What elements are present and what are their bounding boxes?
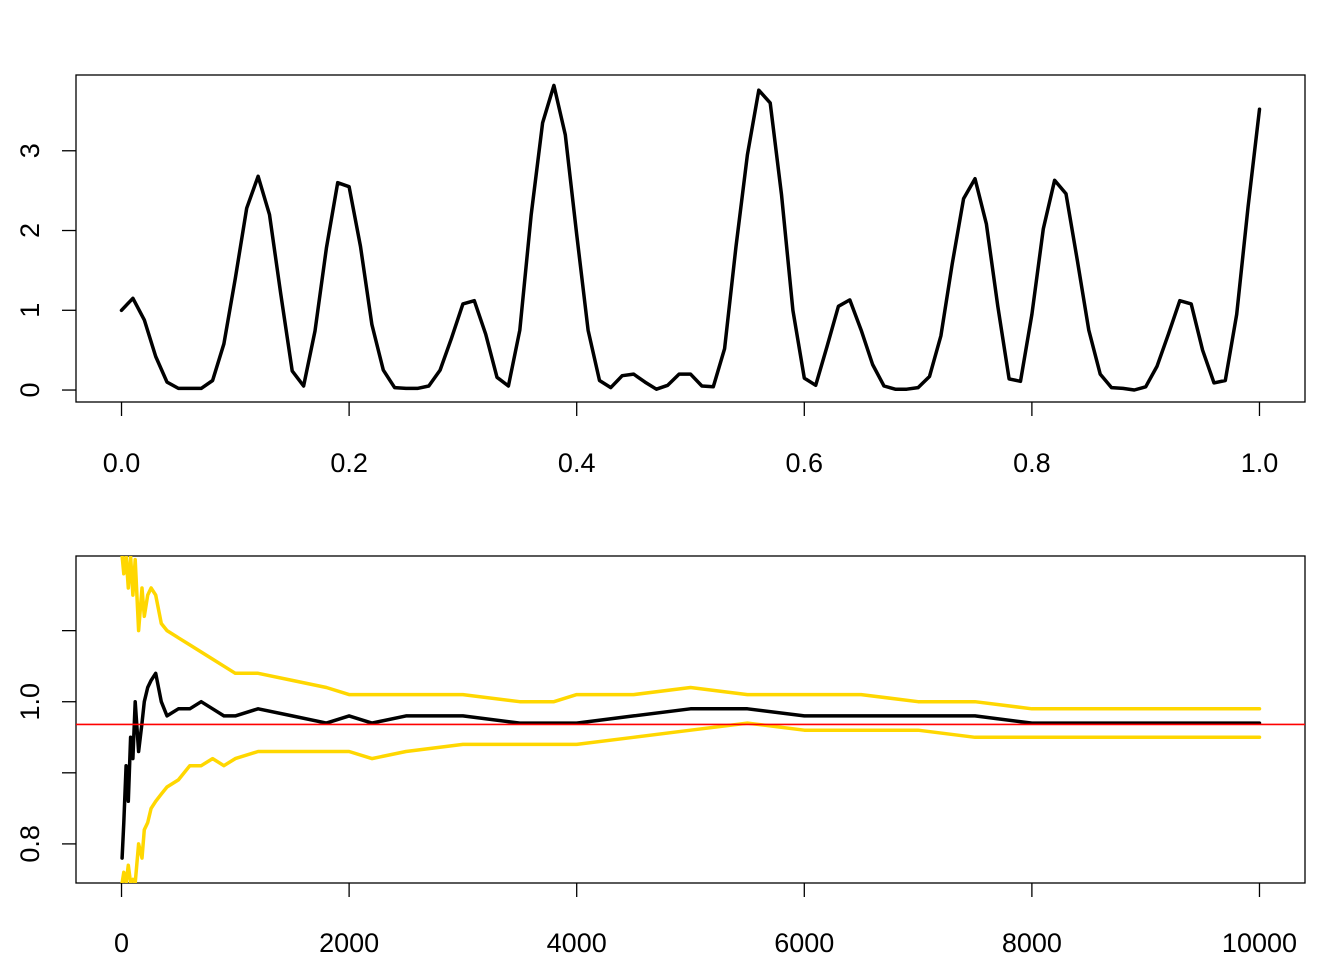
series-line-1 bbox=[119, 83, 1262, 392]
plot-area bbox=[120, 556, 1262, 883]
x-tick-label: 0.4 bbox=[558, 448, 596, 478]
x-tick-label: 1.0 bbox=[1241, 448, 1279, 478]
x-tick-label: 8000 bbox=[1002, 928, 1062, 958]
plot-frame bbox=[75, 555, 1306, 884]
x-tick-label: 0.8 bbox=[1013, 448, 1051, 478]
series-line-3 bbox=[120, 671, 1262, 860]
x-tick-label: 2000 bbox=[319, 928, 379, 958]
x-tick-label: 6000 bbox=[774, 928, 834, 958]
x-tick-label: 4000 bbox=[547, 928, 607, 958]
y-tick-label: 0.8 bbox=[15, 825, 45, 863]
series-line-2 bbox=[120, 721, 1262, 883]
y-tick-label: 2 bbox=[15, 223, 45, 238]
bottom-chart: 0 2000 4000 6000 8000 10000 0.8 1.0 bbox=[15, 555, 1306, 958]
x-tick-label: 0.0 bbox=[103, 448, 141, 478]
plot-area bbox=[119, 83, 1262, 392]
x-tick-label: 0.6 bbox=[786, 448, 824, 478]
x-tick-label: 0 bbox=[114, 928, 129, 958]
x-tick-label: 0.2 bbox=[330, 448, 368, 478]
top-chart: 0.0 0.2 0.4 0.6 0.8 1.0 0 1 2 3 bbox=[15, 74, 1306, 478]
y-tick-label: 0 bbox=[15, 383, 45, 398]
x-tick-label: 10000 bbox=[1222, 928, 1297, 958]
plot-frame bbox=[75, 74, 1306, 403]
series-line-1 bbox=[120, 556, 1262, 711]
y-tick-label: 1.0 bbox=[15, 683, 45, 721]
y-tick-label: 3 bbox=[15, 143, 45, 158]
y-tick-label: 1 bbox=[15, 303, 45, 318]
